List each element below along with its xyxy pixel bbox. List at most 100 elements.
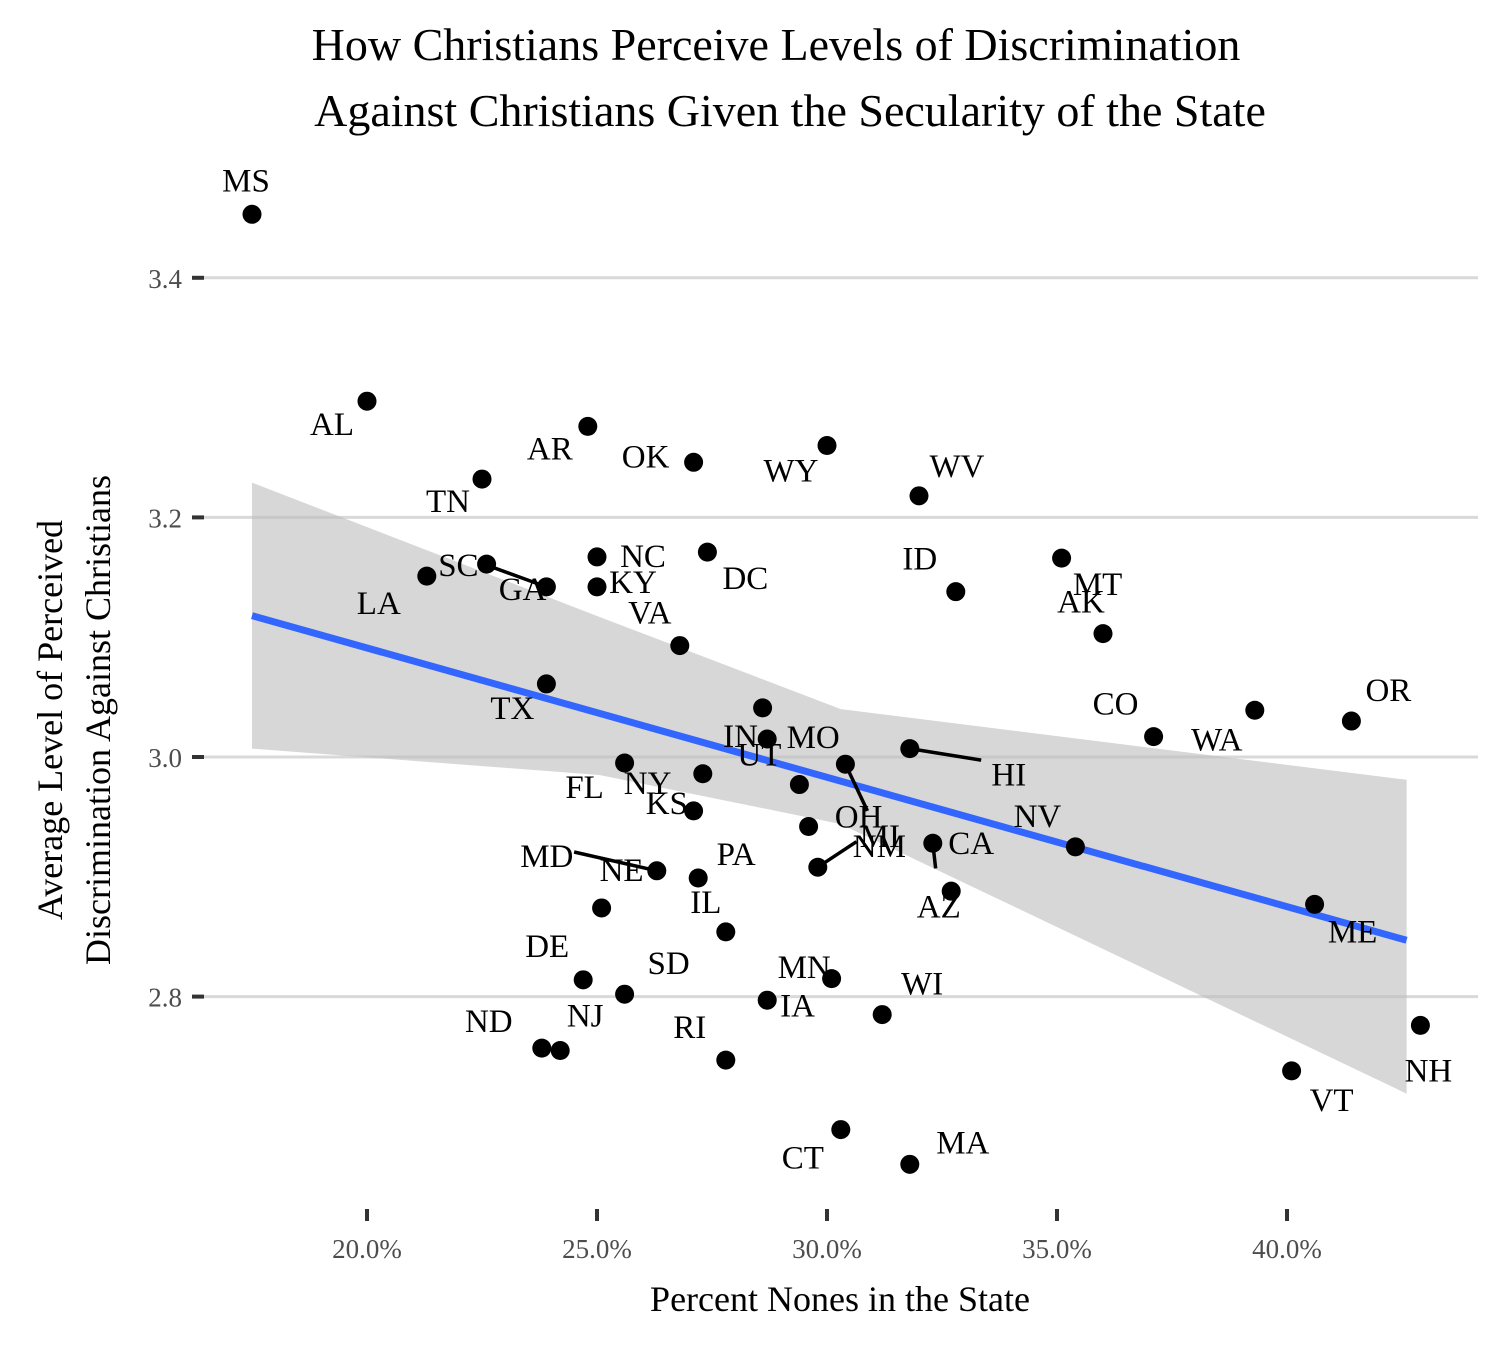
label-ut: UT xyxy=(737,738,781,774)
point-va xyxy=(670,636,690,656)
point-labels: MS AL AR TN OK WY WV LA GA KY DC MT SC NC ID VA AK TX IN WA… xyxy=(222,163,1452,1176)
label-pa: PA xyxy=(717,837,756,873)
point-wi xyxy=(872,1005,892,1025)
point-md xyxy=(647,861,667,881)
point-nv xyxy=(1065,837,1085,857)
point-mn xyxy=(757,990,777,1010)
title-line-1: How Christians Perceive Levels of Discri… xyxy=(312,19,1241,70)
label-nh: NH xyxy=(1405,1053,1453,1089)
point-id xyxy=(946,582,966,602)
y-tick-label: 3.4 xyxy=(148,264,182,294)
point-ok xyxy=(684,452,704,472)
point-ny xyxy=(684,801,704,821)
point-mi xyxy=(808,857,828,877)
label-wa: WA xyxy=(1191,722,1242,758)
confidence-band-layer xyxy=(252,482,1407,1094)
label-de: DE xyxy=(525,929,569,965)
label-ct: CT xyxy=(782,1141,824,1177)
point-ga xyxy=(477,554,497,574)
label-ak: AK xyxy=(1057,585,1105,621)
point-nm xyxy=(835,754,855,774)
point-tn xyxy=(472,469,492,489)
label-nv: NV xyxy=(1014,799,1062,835)
point-ne xyxy=(592,898,612,918)
label-dc: DC xyxy=(722,561,768,597)
label-ia: IA xyxy=(780,989,815,1025)
point-ut xyxy=(789,775,809,795)
label-al: AL xyxy=(310,407,354,443)
label-wv: WV xyxy=(930,449,985,485)
x-tick-label: 20.0% xyxy=(332,1234,402,1264)
label-mn: MN xyxy=(778,950,831,986)
label-vt: VT xyxy=(1310,1083,1354,1119)
label-wy: WY xyxy=(764,454,819,490)
label-oh: OH xyxy=(835,799,883,835)
label-la: LA xyxy=(357,586,401,622)
x-tick-label: 40.0% xyxy=(1252,1234,1322,1264)
y-axis-title-line-1: Average Level of Perceived xyxy=(30,520,70,920)
point-ma xyxy=(900,1154,920,1174)
label-az: AZ xyxy=(917,889,961,925)
point-al xyxy=(357,391,377,411)
point-nh xyxy=(1410,1015,1430,1035)
label-mt: MT xyxy=(1073,567,1123,603)
point-ak xyxy=(1093,624,1113,644)
point-ks xyxy=(693,764,713,784)
label-ny: NY xyxy=(624,766,672,802)
label-ms: MS xyxy=(222,163,270,199)
point-pa xyxy=(688,868,708,888)
point-la xyxy=(417,566,437,586)
point-mo xyxy=(757,729,777,749)
label-ar: AR xyxy=(527,431,573,467)
label-in: IN xyxy=(723,719,758,755)
point-hi xyxy=(900,739,920,759)
point-ia xyxy=(822,969,842,989)
point-tx xyxy=(536,674,556,694)
label-md: MD xyxy=(520,839,573,875)
title-line-2: Against Christians Given the Secularity … xyxy=(314,85,1266,136)
point-wa xyxy=(1245,700,1265,720)
label-ca: CA xyxy=(948,826,994,862)
label-wi: WI xyxy=(901,967,943,1003)
label-nj: NJ xyxy=(567,999,604,1035)
leader-line-hi xyxy=(909,746,982,762)
label-ma: MA xyxy=(936,1125,989,1161)
label-or: OR xyxy=(1365,673,1411,709)
point-wv xyxy=(909,486,929,506)
point-vt xyxy=(1282,1061,1302,1081)
point-in xyxy=(753,698,773,718)
label-ne: NE xyxy=(600,853,644,889)
y-tick-label: 2.8 xyxy=(148,983,182,1013)
point-dc xyxy=(697,542,717,562)
x-axis: 20.0% 25.0% 30.0% 35.0% 40.0% xyxy=(332,1209,1322,1264)
label-il: IL xyxy=(690,885,721,921)
label-mi: MI xyxy=(860,819,900,855)
label-ga: GA xyxy=(499,572,547,608)
x-tick-label: 25.0% xyxy=(562,1234,632,1264)
label-me: ME xyxy=(1328,914,1378,950)
y-axis-title-line-2: Discrimination Against Christians xyxy=(78,475,118,965)
point-ca xyxy=(941,881,961,901)
point-or xyxy=(1341,711,1361,731)
label-sc: SC xyxy=(438,548,478,584)
regression-line xyxy=(251,612,1408,944)
y-tick-label: 3.2 xyxy=(148,503,182,533)
point-nc xyxy=(587,577,607,597)
y-axis-title: Average Level of Perceived Discriminatio… xyxy=(30,475,118,965)
label-nm: NM xyxy=(853,829,906,865)
point-wy xyxy=(817,436,837,456)
label-ks: KS xyxy=(646,786,688,822)
x-axis-title: Percent Nones in the State xyxy=(650,1279,1030,1319)
point-ms xyxy=(242,204,262,224)
label-tn: TN xyxy=(426,484,470,520)
label-co: CO xyxy=(1093,687,1139,723)
label-ri: RI xyxy=(673,1010,706,1046)
fit-line-layer xyxy=(251,612,1408,944)
label-nd: ND xyxy=(465,1004,513,1040)
y-tick-label: 3.0 xyxy=(148,743,182,773)
point-mt xyxy=(1052,548,1072,568)
point-ar xyxy=(578,416,598,436)
point-sc xyxy=(536,577,556,597)
leader-line-md xyxy=(573,850,658,873)
